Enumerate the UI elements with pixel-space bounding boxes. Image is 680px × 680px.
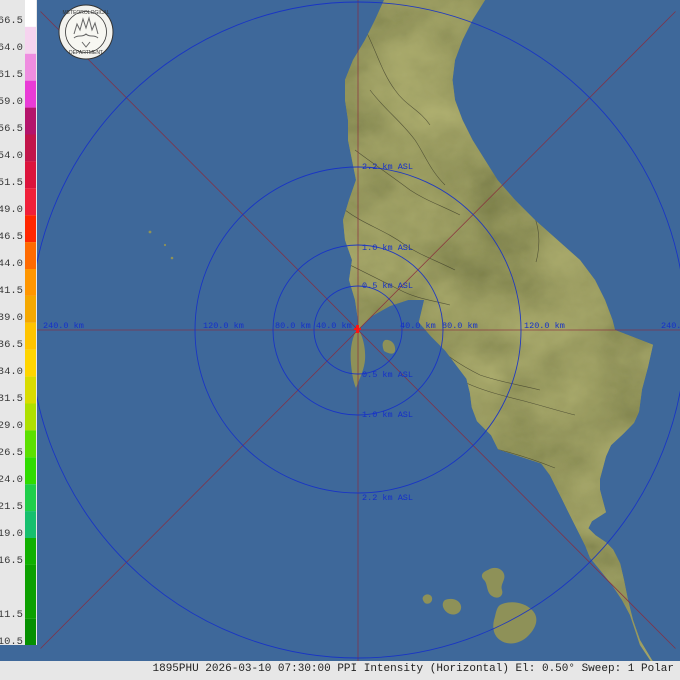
svg-text:240.0 km: 240.0 km [43,321,84,331]
svg-text:DEPARTMENT: DEPARTMENT [69,50,103,56]
svg-text:31.5: 31.5 [0,393,23,405]
svg-text:1.0 km ASL: 1.0 km ASL [362,243,413,253]
svg-text:0.5 km ASL: 0.5 km ASL [362,281,413,291]
svg-text:56.5: 56.5 [0,123,23,135]
svg-text:59.0: 59.0 [0,96,23,108]
svg-text:80.0 km: 80.0 km [275,321,311,331]
svg-text:11.5: 11.5 [0,609,23,621]
svg-text:36.5: 36.5 [0,339,23,351]
svg-text:64.0: 64.0 [0,42,23,54]
svg-text:METEOROLOGICAL: METEOROLOGICAL [63,10,110,16]
svg-text:26.5: 26.5 [0,447,23,459]
svg-text:46.5: 46.5 [0,231,23,243]
svg-text:29.0: 29.0 [0,420,23,432]
svg-text:66.5: 66.5 [0,15,23,27]
svg-text:80.0 km: 80.0 km [442,321,478,331]
svg-text:2.2 km ASL: 2.2 km ASL [362,493,413,503]
svg-text:21.5: 21.5 [0,501,23,513]
svg-text:54.0: 54.0 [0,150,23,162]
svg-text:16.5: 16.5 [0,555,23,567]
svg-text:34.0: 34.0 [0,366,23,378]
svg-text:44.0: 44.0 [0,258,23,270]
svg-text:2.2 km ASL: 2.2 km ASL [362,162,413,172]
svg-text:41.5: 41.5 [0,285,23,297]
svg-text:61.5: 61.5 [0,69,23,81]
svg-text:10.5: 10.5 [0,636,23,645]
svg-text:40.0 km: 40.0 km [316,321,352,331]
svg-text:24.0: 24.0 [0,474,23,486]
svg-text:40.0 km: 40.0 km [400,321,436,331]
svg-text:0.5 km ASL: 0.5 km ASL [362,370,413,380]
svg-text:51.5: 51.5 [0,177,23,189]
svg-text:39.0: 39.0 [0,312,23,324]
svg-text:120.0 km: 120.0 km [203,321,244,331]
svg-text:49.0: 49.0 [0,204,23,216]
svg-text:240.0 km: 240.0 km [661,321,680,331]
svg-text:19.0: 19.0 [0,528,23,540]
svg-text:120.0 km: 120.0 km [524,321,565,331]
svg-text:1.0 km ASL: 1.0 km ASL [362,410,413,420]
